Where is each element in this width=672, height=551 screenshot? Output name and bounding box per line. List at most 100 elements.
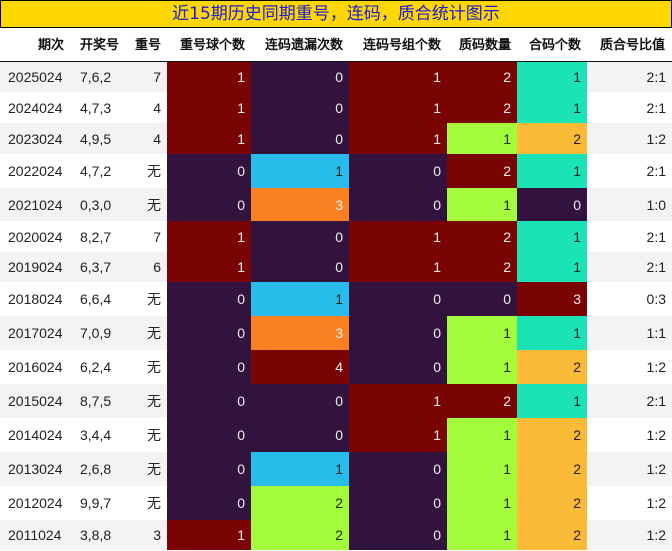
composite-count-cell: 2 <box>517 123 587 154</box>
composite-count-cell: 2 <box>517 486 587 520</box>
table-row: 2015024 8,7,5 无 0 0 1 2 1 2:1 <box>0 384 672 418</box>
period-cell: 2012024 <box>8 495 63 511</box>
draw-cell: 7,0,9 <box>80 325 112 341</box>
period-cell: 2024024 <box>8 99 63 116</box>
composite-count-cell: 2 <box>517 520 587 550</box>
composite-count-cell: 1 <box>517 62 587 92</box>
consec-miss-cell: 1 <box>251 282 349 316</box>
repeat-count-cell: 1 <box>167 520 251 550</box>
ratio-cell: 2:1 <box>646 99 666 116</box>
repeat-count-cell: 1 <box>167 252 251 282</box>
draw-cell: 4,9,5 <box>80 130 112 147</box>
prime-count-cell: 1 <box>447 520 517 550</box>
prime-count-cell: 1 <box>447 188 517 221</box>
table-row: 2024024 4,7,3 4 1 0 1 2 1 2:1 <box>0 92 672 123</box>
repeat-count-cell: 0 <box>167 188 251 221</box>
composite-count-cell: 2 <box>517 350 587 384</box>
ratio-cell: 1:0 <box>646 196 666 213</box>
repeat-count-cell: 0 <box>167 316 251 350</box>
ratio-cell: 2:1 <box>646 393 666 409</box>
draw-cell: 8,7,5 <box>80 393 112 409</box>
draw-cell: 4,7,2 <box>80 163 112 179</box>
consec-miss-cell: 4 <box>251 350 349 384</box>
repeat-count-cell: 0 <box>167 384 251 418</box>
draw-cell: 3,4,4 <box>80 427 112 443</box>
prime-count-cell: 1 <box>447 316 517 350</box>
consec-groups-cell: 1 <box>349 123 447 154</box>
repeat-count-cell: 1 <box>167 123 251 154</box>
repeat-count-cell: 0 <box>167 486 251 520</box>
consec-groups-cell: 1 <box>349 384 447 418</box>
period-cell: 2023024 <box>8 130 63 147</box>
prime-count-cell: 2 <box>447 221 517 252</box>
table-row: 2018024 6,6,4 无 0 1 0 0 3 0:3 <box>0 282 672 316</box>
consec-groups-cell: 0 <box>349 350 447 384</box>
header-ratio: 质合号比值 <box>599 38 665 53</box>
period-cell: 2019024 <box>8 259 63 275</box>
consec-miss-cell: 2 <box>251 486 349 520</box>
period-cell: 2020024 <box>8 228 63 245</box>
consec-groups-cell: 1 <box>349 62 447 92</box>
table-row: 2017024 7,0,9 无 0 3 0 1 1 1:1 <box>0 316 672 350</box>
header-composite-count: 合码个数 <box>528 38 581 53</box>
ratio-cell: 1:2 <box>646 427 666 443</box>
header-consec-miss: 连码遗漏次数 <box>264 38 343 53</box>
ratio-cell: 2:1 <box>646 69 666 85</box>
composite-count-cell: 1 <box>517 316 587 350</box>
draw-cell: 6,6,4 <box>80 291 112 307</box>
table-row: 2021024 0,3,0 无 0 3 0 1 0 1:0 <box>0 188 672 221</box>
prime-count-cell: 2 <box>447 252 517 282</box>
table-row: 2011024 3,8,8 3 1 2 0 1 2 1:2 <box>0 520 672 550</box>
draw-cell: 3,8,8 <box>80 527 112 543</box>
prime-count-cell: 2 <box>447 62 517 92</box>
header-consec-groups: 连码号组个数 <box>362 38 441 53</box>
repeat-count-cell: 1 <box>167 62 251 92</box>
draw-cell: 6,2,4 <box>80 359 112 375</box>
ratio-cell: 1:1 <box>646 325 666 341</box>
repeat-cell: 7 <box>153 228 161 245</box>
header-prime-count: 质码数量 <box>458 38 511 53</box>
ratio-cell: 2:1 <box>646 228 666 245</box>
period-cell: 2021024 <box>8 196 63 213</box>
repeat-cell: 无 <box>147 427 161 443</box>
repeat-count-cell: 0 <box>167 418 251 452</box>
ratio-cell: 2:1 <box>646 259 666 275</box>
prime-count-cell: 1 <box>447 452 517 486</box>
consec-miss-cell: 1 <box>251 154 349 188</box>
table-row: 2012024 9,9,7 无 0 2 0 1 2 1:2 <box>0 486 672 520</box>
composite-count-cell: 1 <box>517 221 587 252</box>
composite-count-cell: 1 <box>517 154 587 188</box>
repeat-cell: 3 <box>153 527 161 543</box>
consec-miss-cell: 0 <box>251 62 349 92</box>
consec-groups-cell: 1 <box>349 221 447 252</box>
repeat-cell: 6 <box>153 259 161 275</box>
header-period: 期次 <box>37 38 64 53</box>
composite-count-cell: 2 <box>517 452 587 486</box>
draw-cell: 2,6,8 <box>80 461 112 477</box>
period-cell: 2022024 <box>8 163 63 179</box>
ratio-cell: 2:1 <box>646 163 666 179</box>
table-row: 2023024 4,9,5 4 1 0 1 1 2 1:2 <box>0 123 672 154</box>
prime-count-cell: 1 <box>447 418 517 452</box>
consec-groups-cell: 0 <box>349 452 447 486</box>
period-cell: 2016024 <box>8 359 63 375</box>
draw-cell: 6,3,7 <box>80 259 112 275</box>
consec-groups-cell: 0 <box>349 282 447 316</box>
ratio-cell: 0:3 <box>646 291 666 307</box>
prime-count-cell: 1 <box>447 486 517 520</box>
ratio-cell: 1:2 <box>646 461 666 477</box>
table-row: 2014024 3,4,4 无 0 0 1 1 2 1:2 <box>0 418 672 452</box>
consec-groups-cell: 1 <box>349 418 447 452</box>
ratio-cell: 1:2 <box>646 495 666 511</box>
header-draw: 开奖号 <box>79 38 119 53</box>
consec-miss-cell: 0 <box>251 123 349 154</box>
period-cell: 2013024 <box>8 461 63 477</box>
prime-count-cell: 1 <box>447 123 517 154</box>
consec-miss-cell: 1 <box>251 452 349 486</box>
draw-cell: 9,9,7 <box>80 495 112 511</box>
period-cell: 2015024 <box>8 393 63 409</box>
repeat-count-cell: 0 <box>167 350 251 384</box>
period-cell: 2017024 <box>8 325 63 341</box>
composite-count-cell: 3 <box>517 282 587 316</box>
ratio-cell: 1:2 <box>646 359 666 375</box>
